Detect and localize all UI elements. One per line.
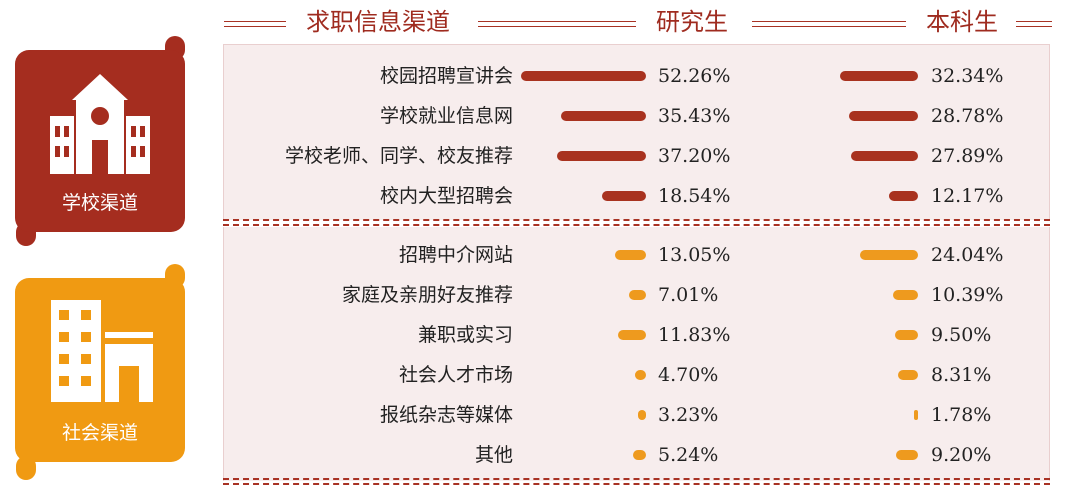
grad-bar	[520, 71, 646, 81]
undergrad-value-label: 32.34%	[931, 65, 1004, 87]
grad-value-label: 35.43%	[658, 105, 731, 127]
undergrad-value-label: 8.31%	[931, 364, 992, 386]
grad-value-label: 4.70%	[658, 364, 719, 386]
undergrad-value-label: 10.39%	[931, 284, 1004, 306]
row-label: 社会人才市场	[398, 364, 513, 386]
social-card: 社会渠道	[15, 278, 185, 462]
grad-value-label: 37.20%	[658, 145, 731, 167]
social-channel-panel	[223, 227, 1050, 481]
grad-bar	[629, 290, 646, 300]
panel-bottom-rule-1	[223, 478, 1050, 480]
undergrad-value-label: 12.17%	[931, 185, 1004, 207]
undergrad-bar	[848, 111, 918, 121]
row-label: 学校就业信息网	[379, 105, 513, 127]
grad-bar	[617, 330, 646, 340]
social-card-label: 社会渠道	[61, 422, 138, 444]
grad-value-label: 7.01%	[658, 284, 719, 306]
school-building-icon	[50, 74, 150, 174]
undergrad-bar	[851, 151, 918, 161]
undergrad-bar	[895, 450, 918, 460]
panel-bottom-rule-2	[223, 483, 1050, 485]
header-rule-right	[1016, 21, 1052, 27]
office-building-icon	[51, 300, 153, 402]
grad-bar	[633, 450, 646, 460]
grad-value-label: 3.23%	[658, 404, 719, 426]
header-rule-mid-left	[478, 21, 636, 27]
panel-divider-bottom	[223, 224, 1050, 226]
grad-bar	[638, 410, 646, 420]
header-rule-left	[224, 21, 286, 27]
row-label: 家庭及亲朋好友推荐	[341, 284, 513, 306]
undergrad-value-label: 24.04%	[931, 244, 1004, 266]
undergrad-bar	[888, 191, 918, 201]
undergrad-value-label: 9.50%	[931, 324, 992, 346]
row-label: 兼职或实习	[417, 324, 513, 346]
row-label: 校园招聘宣讲会	[379, 65, 513, 87]
undergrad-value-label: 1.78%	[931, 404, 992, 426]
undergrad-column-title: 本科生	[926, 8, 998, 36]
grad-bar	[560, 111, 646, 121]
grad-bar	[601, 191, 646, 201]
grad-value-label: 11.83%	[658, 324, 731, 346]
undergrad-value-label: 28.78%	[931, 105, 1004, 127]
row-label: 学校老师、同学、校友推荐	[284, 145, 513, 167]
row-label: 校内大型招聘会	[379, 185, 513, 207]
grad-column-title: 研究生	[656, 8, 728, 36]
grad-value-label: 13.05%	[658, 244, 731, 266]
undergrad-bar	[898, 370, 918, 380]
grad-bar	[614, 250, 646, 260]
grad-value-label: 52.26%	[658, 65, 731, 87]
channel-column-title: 求职信息渠道	[306, 8, 450, 36]
header-rule-mid-right	[752, 21, 906, 27]
grad-value-label: 5.24%	[658, 444, 719, 466]
undergrad-bar	[860, 250, 918, 260]
undergrad-value-label: 27.89%	[931, 145, 1004, 167]
panel-divider-top	[223, 219, 1050, 221]
grad-value-label: 18.54%	[658, 185, 731, 207]
school-card: 学校渠道	[15, 50, 185, 232]
row-label: 招聘中介网站	[398, 244, 513, 266]
undergrad-value-label: 9.20%	[931, 444, 992, 466]
school-card-label: 学校渠道	[61, 192, 138, 214]
social-card-curl-bottom	[16, 456, 36, 480]
grad-bar	[556, 151, 646, 161]
row-label: 其他	[474, 444, 513, 466]
undergrad-bar	[840, 71, 918, 81]
row-label: 报纸杂志等媒体	[379, 404, 513, 426]
undergrad-bar	[913, 410, 918, 420]
grad-bar	[634, 370, 646, 380]
undergrad-bar	[895, 330, 918, 340]
undergrad-bar	[893, 290, 918, 300]
